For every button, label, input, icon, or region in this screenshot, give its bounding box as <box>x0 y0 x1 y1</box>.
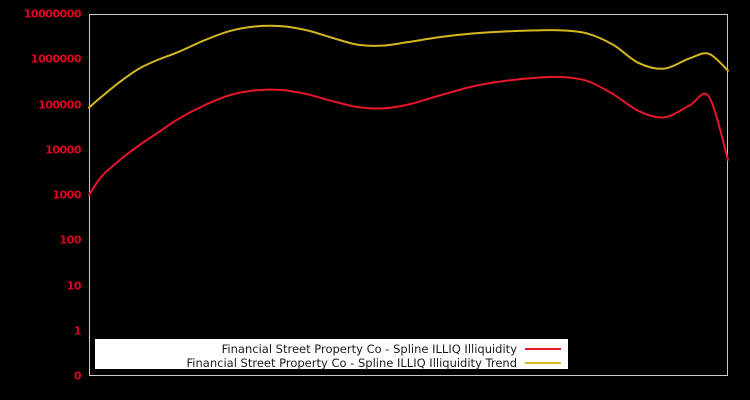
y-axis-tick-label: 0 <box>73 369 82 383</box>
y-axis-tick-label: 1 <box>73 324 82 338</box>
legend-entry-trend[interactable]: Financial Street Property Co - Spline IL… <box>187 355 561 370</box>
chart-legend[interactable]: Financial Street Property Co - Spline IL… <box>95 339 568 370</box>
legend-color-swatch-illiquidity <box>525 347 561 350</box>
y-axis-tick-label: 100000 <box>38 98 81 111</box>
legend-label-trend: Financial Street Property Co - Spline IL… <box>186 355 517 370</box>
y-axis-tick-label: 10000000 <box>23 7 82 21</box>
y-axis-tick-label: 10000 <box>45 143 81 157</box>
y-axis-tick-label: 1000000 <box>30 52 82 66</box>
legend-color-swatch-trend <box>525 361 561 364</box>
plot-area-frame <box>89 14 728 376</box>
y-axis-tick-label: 1000 <box>52 188 81 202</box>
legend-label-illiquidity: Financial Street Property Co - Spline IL… <box>221 341 517 356</box>
legend-entry-illiquidity[interactable]: Financial Street Property Co - Spline IL… <box>222 341 561 356</box>
y-axis-tick-label: 10 <box>66 279 82 292</box>
y-axis-tick-label: 100 <box>59 233 82 247</box>
